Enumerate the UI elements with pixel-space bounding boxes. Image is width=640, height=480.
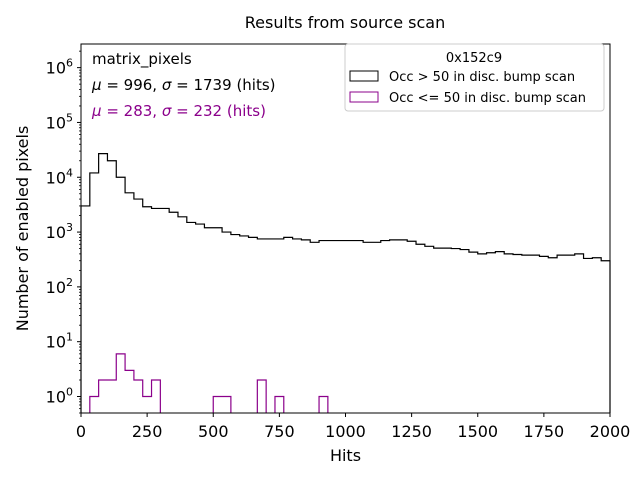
y-tick-label: 100 — [46, 386, 73, 407]
x-tick-label: 0 — [76, 422, 86, 441]
x-tick-label: 1000 — [325, 422, 366, 441]
legend-swatch-2 — [349, 91, 379, 103]
x-axis-label: Hits — [330, 446, 361, 465]
stats-line-1: μ = 996, σ = 1739 (hits) — [91, 76, 276, 94]
y-tick-label: 102 — [46, 276, 73, 297]
x-axis-ticks: 0 250 500 750 1000 1250 1500 1750 2000 — [76, 413, 630, 441]
y-axis-label: Number of enabled pixels — [13, 126, 32, 332]
legend-title: 0x152c9 — [446, 51, 502, 66]
stats-line-2: μ = 283, σ = 232 (hits) — [91, 102, 266, 120]
dataset-name: matrix_pixels — [92, 50, 192, 69]
x-tick-label: 1250 — [391, 422, 432, 441]
stats-1-sigma: 1739 — [193, 76, 231, 94]
stats-1-unit: (hits) — [236, 76, 275, 94]
x-tick-label: 1500 — [457, 422, 498, 441]
x-tick-label: 750 — [264, 422, 295, 441]
legend-box — [344, 43, 605, 112]
x-tick-label: 500 — [198, 422, 229, 441]
stats-annotation: matrix_pixels μ = 996, σ = 1739 (hits) μ… — [91, 50, 276, 120]
legend-label-1: Occ > 50 in disc. bump scan — [389, 70, 575, 85]
legend-swatch-1 — [349, 70, 379, 82]
y-tick-label: 103 — [46, 221, 73, 242]
legend: 0x152c9 Occ > 50 in disc. bump scan Occ … — [344, 43, 605, 112]
stats-1-mu: 996 — [124, 76, 153, 94]
x-tick-label: 2000 — [590, 422, 631, 441]
legend-label-2: Occ <= 50 in disc. bump scan — [389, 91, 586, 106]
stats-2-mu: 283 — [124, 102, 153, 120]
chart-title: Results from source scan — [245, 13, 445, 32]
x-tick-label: 1750 — [524, 422, 565, 441]
y-tick-label: 106 — [46, 57, 73, 78]
x-tick-label: 250 — [132, 422, 163, 441]
stats-2-sigma: 232 — [193, 102, 222, 120]
y-axis-ticks: 100 101 102 103 104 105 106 — [46, 50, 81, 414]
stats-2-unit: (hits) — [227, 102, 266, 120]
y-tick-label: 104 — [46, 166, 73, 187]
y-tick-label: 105 — [46, 111, 73, 132]
histogram-series-1 — [80, 153, 611, 413]
histogram-series-2 — [89, 353, 329, 413]
y-tick-label: 101 — [46, 331, 73, 352]
series-layer — [80, 153, 611, 413]
